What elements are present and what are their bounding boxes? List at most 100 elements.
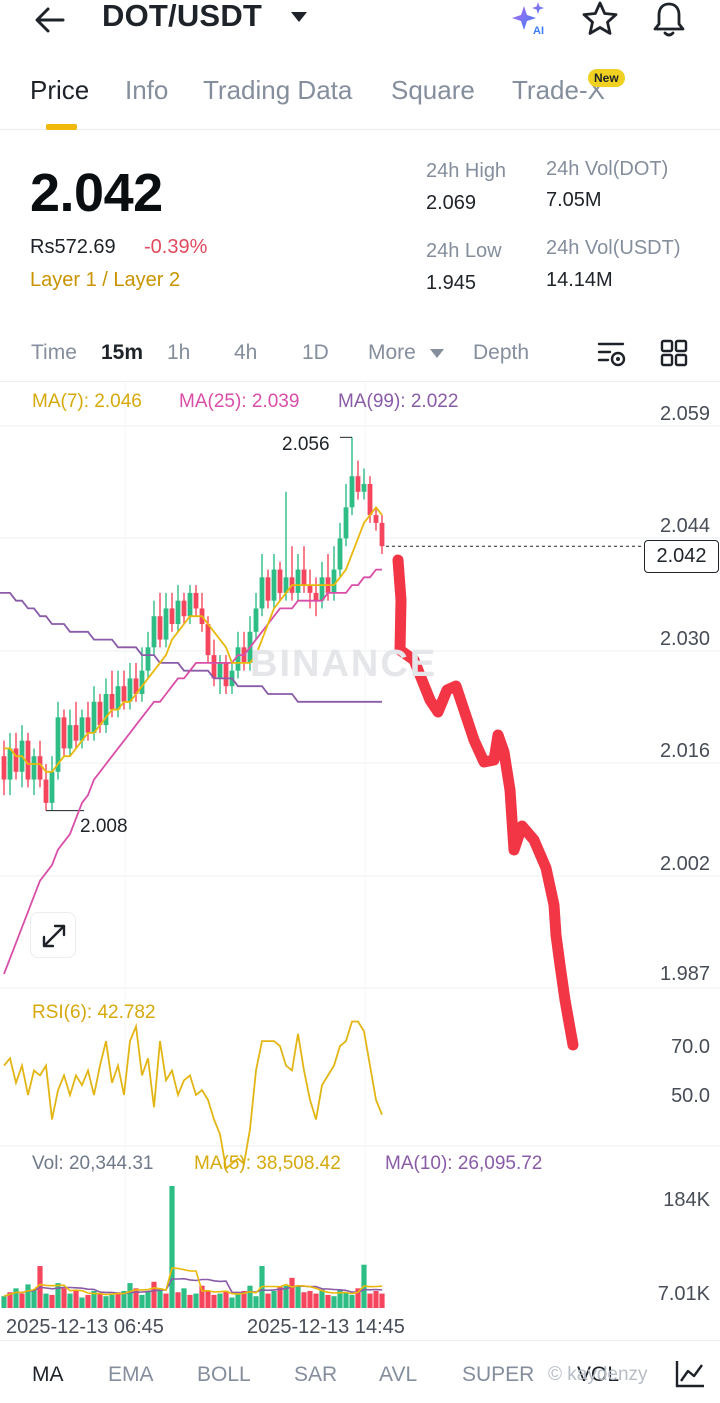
indicator-ema[interactable]: EMA: [108, 1363, 154, 1386]
drawn-downtrend-arrow: [392, 554, 579, 1051]
time-axis-label: 2025-12-13 14:45: [247, 1316, 405, 1338]
volume-bar: [7, 1292, 13, 1308]
volume-bar: [163, 1293, 169, 1308]
tab-info[interactable]: Info: [125, 75, 169, 105]
volume-bar: [19, 1293, 25, 1308]
bell-icon[interactable]: [650, 0, 688, 38]
candle: [37, 756, 43, 780]
volume-bar: [103, 1296, 109, 1308]
indicator-sar[interactable]: SAR: [294, 1363, 338, 1386]
star-icon[interactable]: [581, 0, 619, 38]
tab-trading-data[interactable]: Trading Data: [203, 75, 353, 105]
volume-bar: [79, 1297, 85, 1308]
caret-down-icon[interactable]: [429, 348, 445, 360]
candle: [55, 717, 61, 772]
volume-bar: [217, 1293, 223, 1308]
volume-bar: [271, 1290, 277, 1308]
indicator-bar: MA EMA BOLL SAR AVL SUPER VOL: [0, 1340, 720, 1403]
volume-bar: [241, 1290, 247, 1308]
candle: [31, 756, 37, 780]
candle: [355, 476, 361, 492]
candle: [313, 592, 319, 601]
volume-bar: [115, 1292, 121, 1308]
vol-quote-value: 14.14M: [546, 269, 613, 291]
indicator-ma[interactable]: MA: [32, 1363, 64, 1386]
fullscreen-button[interactable]: [30, 912, 76, 958]
candle: [109, 694, 115, 710]
interval-1h[interactable]: 1h: [167, 341, 191, 364]
candle: [7, 748, 13, 780]
volume-bar: [169, 1186, 175, 1308]
candle: [343, 507, 349, 539]
interval-4h[interactable]: 4h: [234, 341, 258, 364]
candle: [331, 569, 337, 593]
candle: [121, 686, 127, 702]
candle: [259, 577, 265, 609]
price-axis-label: 2.016: [659, 740, 710, 762]
category-tag[interactable]: Layer 1 / Layer 2: [30, 269, 181, 291]
volume-bar: [247, 1285, 253, 1308]
candle: [73, 725, 79, 741]
indicator-vol[interactable]: VOL: [577, 1363, 620, 1386]
price-change: -0.39%: [144, 236, 208, 258]
main-tabs: Price Info Trading Data Square Trade-X N…: [0, 60, 720, 130]
low-label: 24h Low: [426, 240, 502, 262]
watermark-credit: © kaydenzy: [548, 1364, 648, 1385]
candle: [223, 662, 229, 687]
interval-1d[interactable]: 1D: [302, 341, 329, 364]
ma25-line: [3, 568, 382, 975]
chart-settings-icon[interactable]: [596, 338, 628, 370]
indicator-settings-icon[interactable]: [674, 1359, 706, 1389]
vol-quote-label: 24h Vol(USDT): [546, 237, 681, 259]
indicator-super[interactable]: SUPER: [462, 1363, 535, 1386]
ma99-legend: MA(99): 2.022: [338, 391, 459, 412]
back-arrow-icon[interactable]: [32, 2, 68, 38]
candle: [337, 538, 343, 570]
candle: [91, 701, 97, 733]
candle: [211, 655, 217, 679]
volume-bar: [193, 1293, 199, 1308]
tab-square[interactable]: Square: [391, 75, 475, 105]
volume-bar: [379, 1293, 385, 1308]
user-drawing: [392, 554, 579, 1051]
price-axis-label: 2.059: [659, 403, 710, 425]
candle: [283, 577, 289, 593]
volume-bar: [49, 1294, 55, 1308]
interval-time[interactable]: Time: [31, 341, 77, 364]
volume-bar: [343, 1292, 349, 1308]
vol-base-value: 7.05M: [546, 189, 602, 211]
candle: [187, 592, 193, 617]
candle: [277, 569, 283, 593]
candle: [361, 484, 367, 492]
candle: [265, 577, 271, 601]
volume-bar: [223, 1290, 229, 1308]
interval-bar: Time 15m 1h 4h 1D More Depth: [0, 330, 720, 382]
expand-icon: [42, 924, 66, 948]
ma7-line: [4, 505, 383, 773]
pair-title[interactable]: DOT/USDT: [102, 0, 263, 33]
candle: [163, 608, 169, 640]
interval-depth[interactable]: Depth: [473, 341, 530, 364]
candle: [319, 577, 325, 601]
fiat-price: Rs572.69: [30, 236, 116, 258]
volume-bar: [205, 1290, 211, 1308]
interval-15m[interactable]: 15m: [101, 341, 144, 364]
ai-sparkle-icon[interactable]: AI: [510, 0, 548, 38]
rsi-line: [3, 1020, 383, 1171]
candle: [193, 592, 199, 609]
interval-more[interactable]: More: [368, 341, 416, 364]
candle: [67, 725, 73, 749]
candle: [85, 717, 91, 733]
indicator-avl[interactable]: AVL: [379, 1363, 418, 1386]
grid-layout-icon[interactable]: [659, 338, 689, 368]
vol-ma5-legend: MA(5): 38,508.42: [194, 1153, 341, 1174]
volume-bar: [283, 1285, 289, 1308]
tab-price[interactable]: Price: [30, 75, 90, 105]
candle: [133, 678, 139, 694]
candlestick-chart[interactable]: [0, 382, 720, 1342]
indicator-boll[interactable]: BOLL: [197, 1363, 251, 1386]
volume-bar: [151, 1281, 157, 1308]
volume-pane: [1, 1186, 385, 1308]
caret-down-icon[interactable]: [290, 10, 308, 24]
volume-bar: [229, 1297, 235, 1308]
